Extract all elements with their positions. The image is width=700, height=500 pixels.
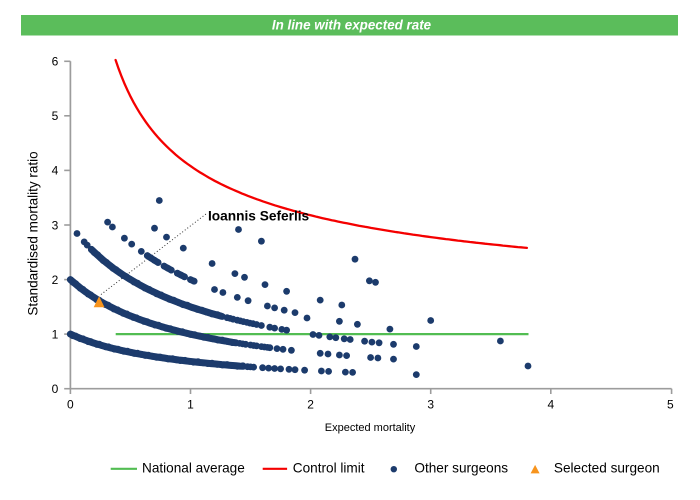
svg-text:4: 4	[52, 164, 59, 178]
svg-text:Standardised mortality ratio: Standardised mortality ratio	[26, 151, 41, 315]
svg-text:5: 5	[667, 398, 674, 412]
svg-text:Other surgeons: Other surgeons	[414, 460, 508, 475]
svg-text:0: 0	[52, 382, 59, 396]
svg-text:Ioannis Seferlis: Ioannis Seferlis	[208, 209, 310, 224]
svg-text:1: 1	[52, 327, 59, 341]
svg-text:6: 6	[52, 55, 59, 69]
svg-text:0: 0	[67, 398, 74, 412]
svg-text:3: 3	[52, 218, 59, 232]
svg-text:4: 4	[547, 398, 554, 412]
svg-text:2: 2	[52, 273, 59, 287]
svg-text:5: 5	[52, 109, 59, 123]
svg-text:2: 2	[307, 398, 314, 412]
svg-text:Selected surgeon: Selected surgeon	[554, 460, 660, 475]
svg-text:Control limit: Control limit	[293, 460, 365, 475]
svg-text:Expected mortality: Expected mortality	[325, 422, 416, 434]
svg-text:1: 1	[187, 398, 194, 412]
svg-text:National average: National average	[142, 460, 245, 475]
svg-text:3: 3	[427, 398, 434, 412]
svg-text:In line with expected rate: In line with expected rate	[272, 17, 432, 32]
